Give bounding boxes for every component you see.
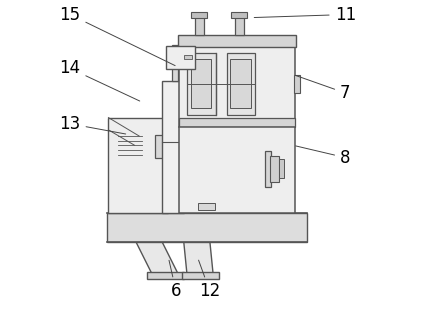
Text: 11: 11 — [254, 6, 356, 23]
Bar — [184, 55, 193, 59]
Text: 15: 15 — [59, 6, 175, 66]
Text: 13: 13 — [59, 115, 126, 134]
Bar — [235, 16, 244, 35]
Text: 8: 8 — [296, 146, 351, 167]
Bar — [227, 53, 254, 115]
Bar — [191, 59, 211, 108]
Polygon shape — [184, 242, 213, 273]
Bar — [187, 53, 216, 115]
Bar — [147, 272, 184, 279]
Bar — [162, 81, 184, 213]
Bar — [178, 35, 296, 47]
Text: 12: 12 — [199, 260, 221, 300]
Bar — [230, 59, 251, 108]
Bar — [191, 12, 207, 18]
Text: 14: 14 — [59, 59, 140, 101]
Bar — [198, 203, 215, 210]
Bar — [265, 151, 271, 187]
Bar — [279, 159, 284, 178]
Bar — [166, 46, 196, 69]
Circle shape — [227, 162, 242, 178]
Bar — [155, 134, 168, 158]
Bar — [173, 45, 178, 81]
Bar — [107, 213, 307, 242]
Bar — [179, 118, 294, 127]
Bar — [270, 156, 279, 182]
Bar — [179, 41, 294, 127]
Circle shape — [207, 143, 262, 197]
Text: 6: 6 — [169, 260, 181, 300]
Bar — [182, 272, 219, 279]
Polygon shape — [136, 242, 178, 273]
Text: 7: 7 — [296, 75, 351, 102]
Circle shape — [112, 127, 149, 164]
Circle shape — [216, 151, 253, 188]
Bar — [294, 74, 300, 93]
Circle shape — [168, 51, 181, 64]
Bar — [195, 16, 204, 35]
Circle shape — [172, 55, 177, 60]
Bar — [231, 12, 247, 18]
Bar — [108, 118, 168, 213]
Bar — [179, 127, 294, 213]
